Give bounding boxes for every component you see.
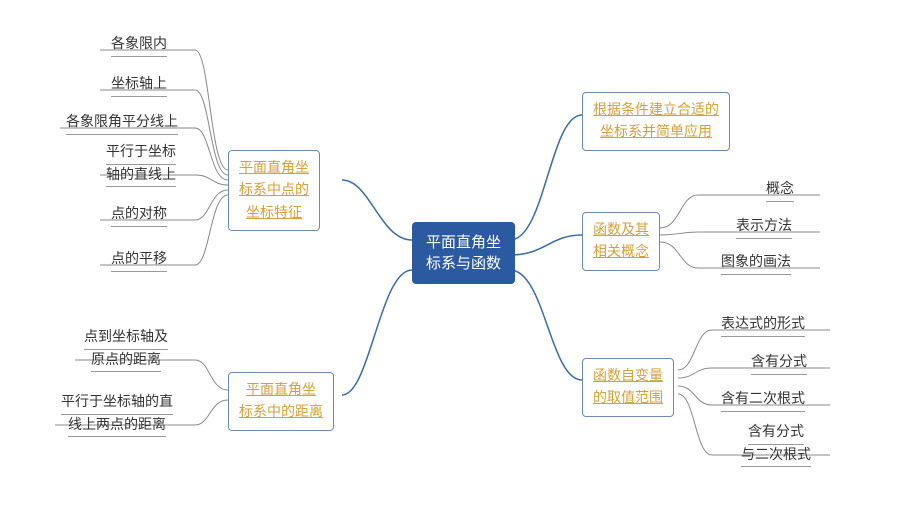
leaf-representation[interactable]: 表示方法 <box>730 214 798 241</box>
leaf-expression-form[interactable]: 表达式的形式 <box>715 312 811 339</box>
leaf-parallel-lines[interactable]: 平行于坐标 轴的直线上 <box>100 140 182 189</box>
leaf-dist-origin[interactable]: 点到坐标轴及 原点的距离 <box>78 325 174 374</box>
leaf-axes[interactable]: 坐标轴上 <box>105 72 173 99</box>
leaf-concept[interactable]: 概念 <box>760 177 800 204</box>
branch-label: 平面直角坐 <box>239 159 309 175</box>
leaf-translation[interactable]: 点的平移 <box>105 247 173 274</box>
root-text-1: 平面直角坐 <box>426 234 501 251</box>
leaf-sqrt[interactable]: 含有二次根式 <box>715 387 811 414</box>
leaf-dist-parallel[interactable]: 平行于坐标轴的直 线上两点的距离 <box>55 390 179 439</box>
branch-label: 根据条件建立合适的 <box>593 101 719 117</box>
branch-label: 标系中的距离 <box>239 403 323 419</box>
branch-label: 函数自变量 <box>593 367 663 383</box>
branch-build-coord[interactable]: 根据条件建立合适的 坐标系并简单应用 <box>582 92 730 151</box>
leaf-fraction-sqrt[interactable]: 含有分式 与二次根式 <box>735 420 817 469</box>
branch-label: 函数及其 <box>593 221 649 237</box>
branch-function-concepts[interactable]: 函数及其 相关概念 <box>582 212 660 271</box>
branch-label: 坐标特征 <box>246 204 302 220</box>
leaf-fraction[interactable]: 含有分式 <box>745 350 813 377</box>
branch-coord-features[interactable]: 平面直角坐 标系中点的 坐标特征 <box>228 150 320 231</box>
branch-label: 的取值范围 <box>593 389 663 405</box>
branch-variable-range[interactable]: 函数自变量 的取值范围 <box>582 358 674 417</box>
branch-label: 相关概念 <box>593 243 649 259</box>
leaf-quadrants[interactable]: 各象限内 <box>105 32 173 59</box>
branch-label: 平面直角坐 <box>246 381 316 397</box>
branch-distance[interactable]: 平面直角坐 标系中的距离 <box>228 372 334 431</box>
leaf-graph-drawing[interactable]: 图象的画法 <box>715 250 797 277</box>
leaf-symmetry[interactable]: 点的对称 <box>105 202 173 229</box>
branch-label: 坐标系并简单应用 <box>600 123 712 139</box>
root-text-2: 标系与函数 <box>426 255 501 272</box>
root-node[interactable]: 平面直角坐 标系与函数 <box>412 222 515 284</box>
branch-label: 标系中点的 <box>239 181 309 197</box>
leaf-bisectors[interactable]: 各象限角平分线上 <box>60 110 184 137</box>
